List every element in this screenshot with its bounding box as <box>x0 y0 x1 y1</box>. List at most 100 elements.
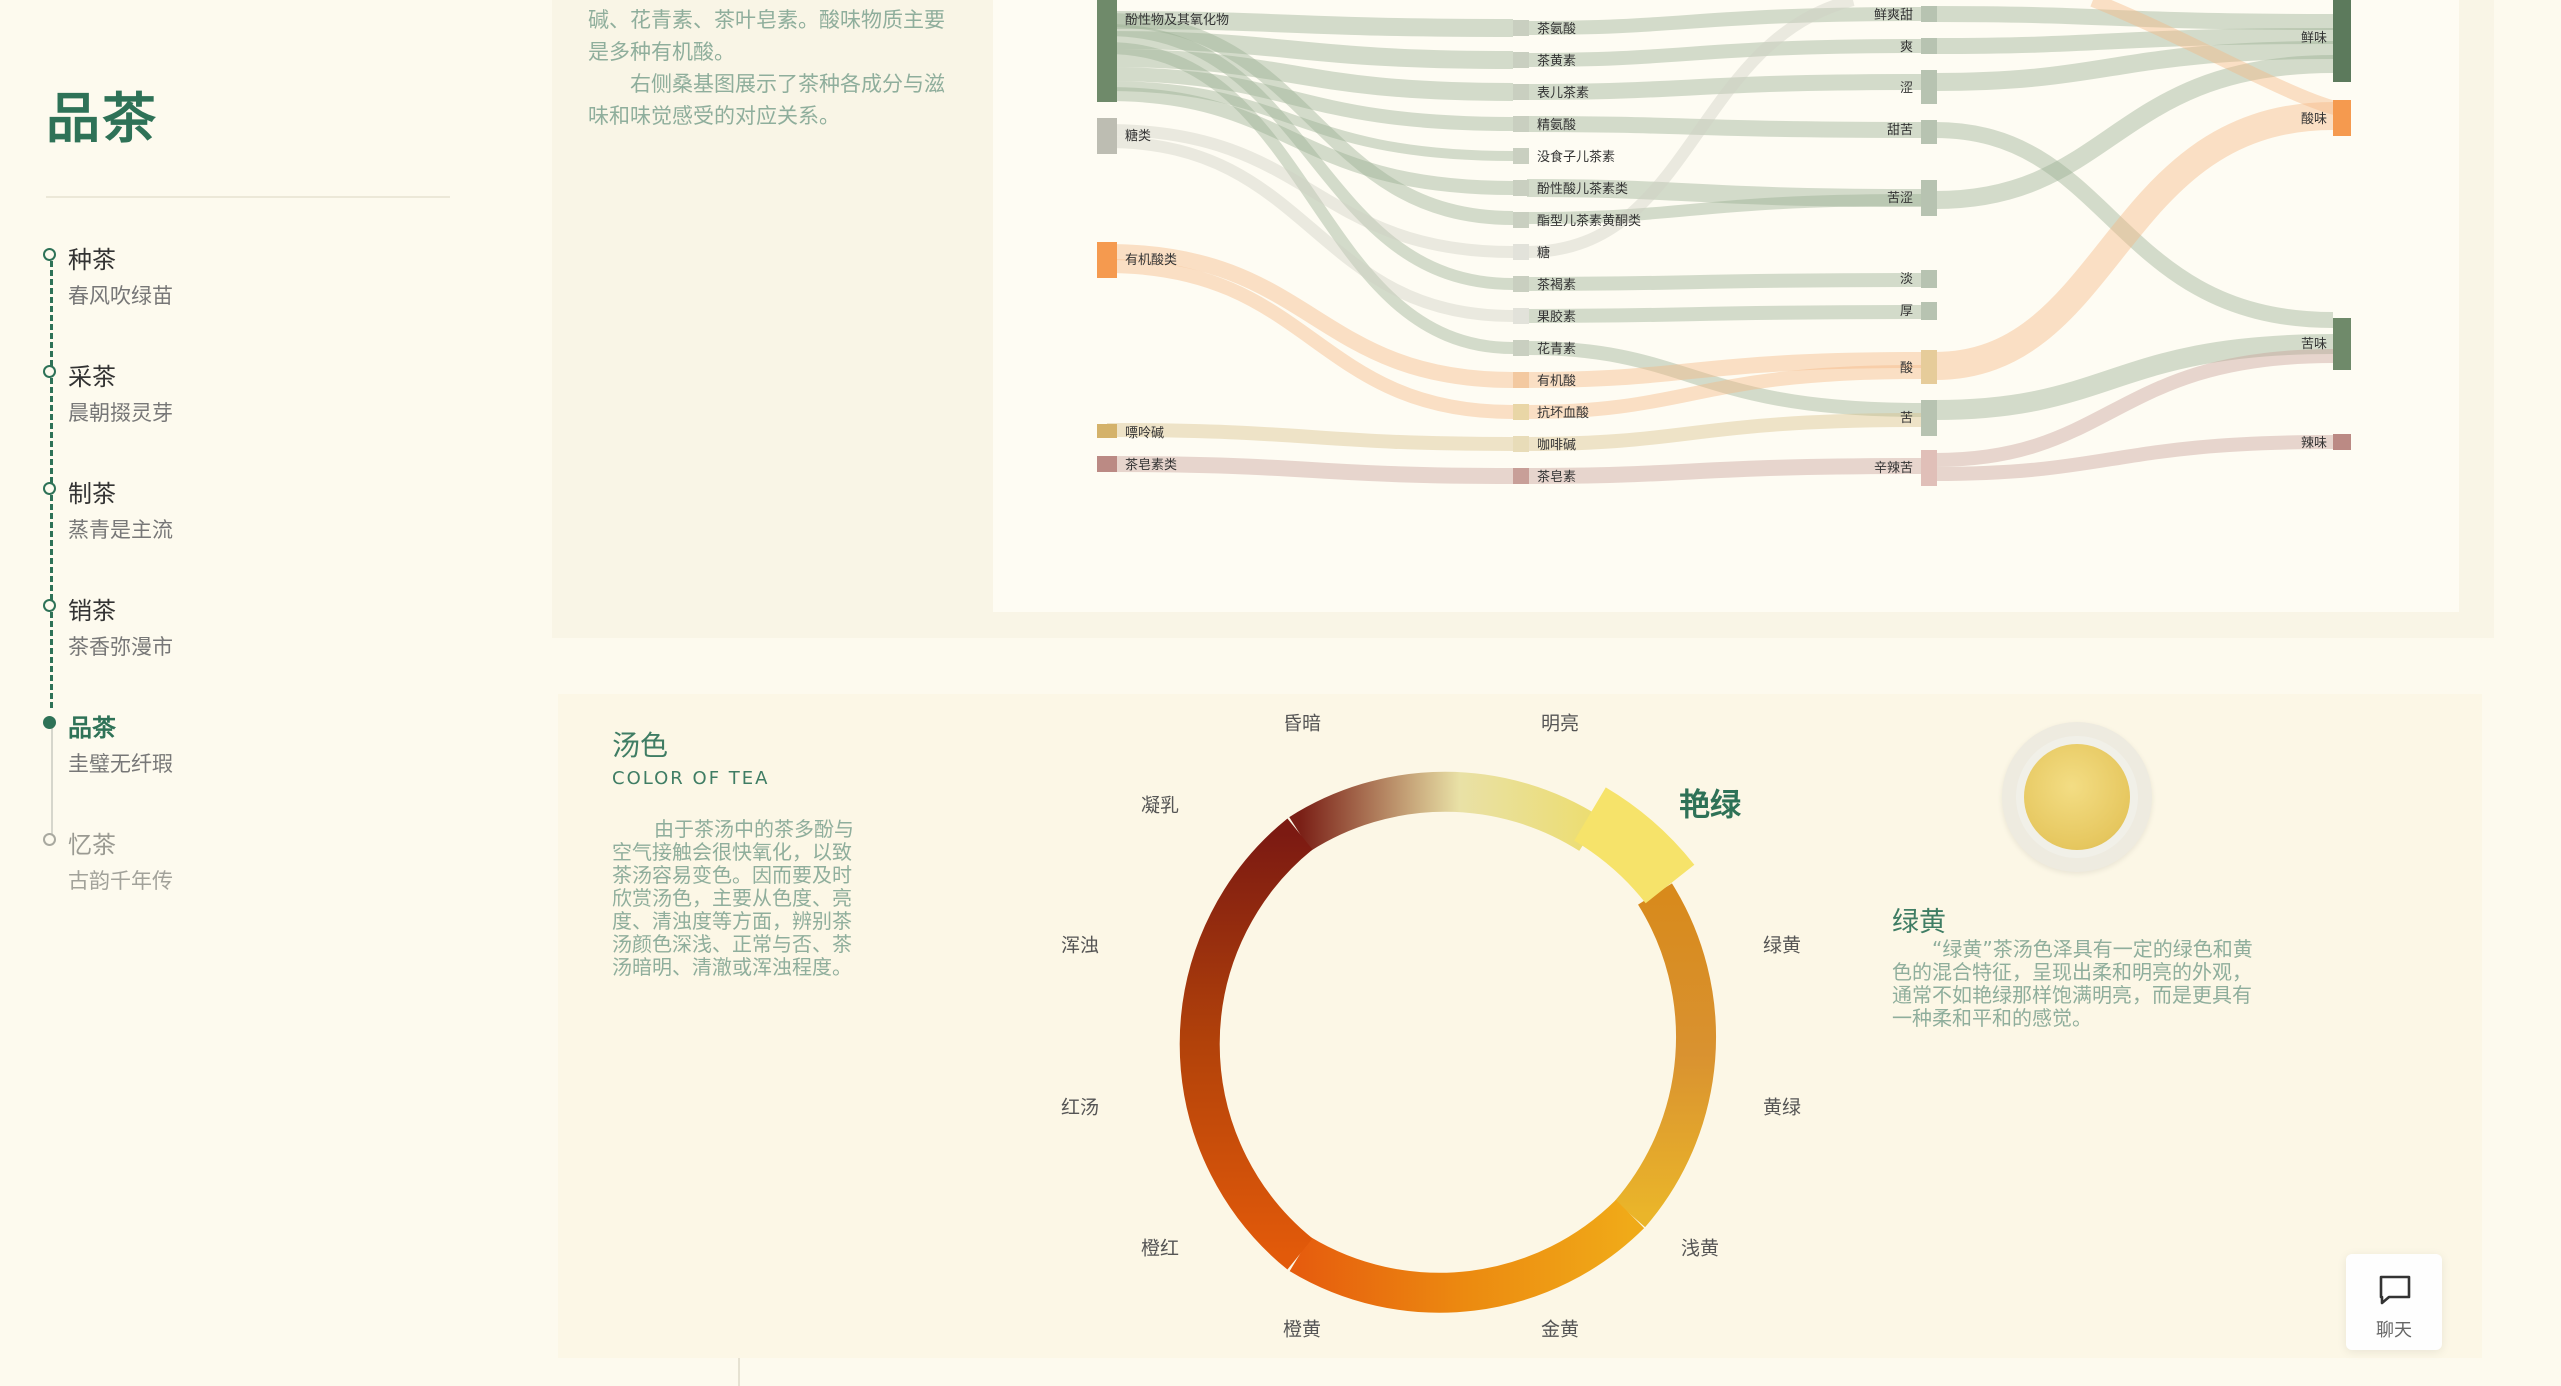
sankey-node <box>1513 276 1529 292</box>
nav-item-subtitle: 茶香弥漫市 <box>68 635 173 659</box>
sankey-label: 酸 <box>1900 361 1913 376</box>
wheel-label[interactable]: 明亮 <box>1540 712 1580 735</box>
divider <box>738 1358 740 1386</box>
sankey-label: 没食子儿茶素 <box>1537 149 1615 165</box>
chat-button[interactable]: 聊天 <box>2346 1254 2442 1350</box>
wheel-label[interactable]: 浑浊 <box>1060 934 1100 957</box>
sankey-label: 酯型儿茶素黄酮类 <box>1537 213 1641 229</box>
color-detail-title: 绿黄 <box>1892 907 1946 938</box>
sankey-nodes <box>1097 0 2351 486</box>
sankey-link <box>1526 273 1922 291</box>
wheel-label[interactable]: 金黄 <box>1540 1318 1580 1341</box>
sankey-label: 酚性物及其氧化物 <box>1125 13 1229 28</box>
sankey-node <box>1921 120 1937 144</box>
wheel-segment-right <box>1614 883 1716 1228</box>
wheel-segment-selected <box>1573 787 1695 904</box>
sankey-node <box>1513 148 1529 164</box>
sankey-node <box>1513 20 1529 36</box>
wheel-label[interactable]: 黄绿 <box>1762 1096 1802 1119</box>
sankey-link <box>1526 341 1922 417</box>
sankey-label: 表儿茶素 <box>1537 85 1589 101</box>
sankey-link <box>1106 124 1514 258</box>
sankey-link <box>1934 122 2334 328</box>
sidebar: 品茶 种茶 春风吹绿苗 采茶 晨朝掇灵芽 制茶 蒸青是主流 销茶 茶香弥漫市 品… <box>0 0 520 1386</box>
sankey-link <box>1106 81 1514 161</box>
sankey-node <box>1513 52 1529 68</box>
sankey-label: 嘌呤碱 <box>1125 425 1164 441</box>
sankey-label: 咖啡碱 <box>1537 438 1576 453</box>
wheel-label[interactable]: 凝乳 <box>1140 794 1180 817</box>
sankey-link <box>1106 423 1514 451</box>
sankey-node <box>1513 404 1529 420</box>
sankey-label: 酸味 <box>2301 112 2327 127</box>
sankey-label: 辛辣苦 <box>1874 460 1913 476</box>
sankey-node <box>1513 116 1529 132</box>
sankey-node <box>1921 38 1937 54</box>
nav-item-title: 采茶 <box>68 363 116 391</box>
sankey-node <box>1097 0 1117 102</box>
sankey-node <box>1513 84 1529 100</box>
chat-label: 聊天 <box>2376 1320 2412 1341</box>
sankey-node <box>1513 212 1529 228</box>
chat-bubble-icon <box>2379 1275 2411 1305</box>
sankey-label: 爽 <box>1900 40 1913 55</box>
wheel-label[interactable]: 红汤 <box>1060 1096 1100 1119</box>
wheel-segment-top <box>1289 771 1601 851</box>
sankey-label: 糖类 <box>1125 128 1151 144</box>
sankey-container <box>993 0 2459 612</box>
sankey-link <box>1106 456 1514 484</box>
composition-paragraph: 右侧桑基图展示了茶种各成分与滋味和味觉感受的对应关系。 <box>588 72 945 128</box>
sankey-node <box>1921 70 1937 104</box>
sankey-label: 鲜爽甜 <box>1874 7 1913 23</box>
wheel-segments <box>1179 771 1716 1313</box>
sankey-label: 苦 <box>1900 410 1913 426</box>
wheel-label[interactable]: 绿黄 <box>1762 934 1802 957</box>
nav-item-subtitle: 圭璧无纤瑕 <box>68 752 173 776</box>
sankey-label: 有机酸类 <box>1125 253 1177 268</box>
section-title: 汤色 <box>612 729 669 762</box>
sankey-node <box>1921 450 1937 486</box>
sankey-label: 茶氨酸 <box>1537 21 1576 37</box>
timeline-dot <box>43 248 56 261</box>
wheel-label[interactable]: 浅黄 <box>1680 1237 1720 1260</box>
sankey-node <box>1513 436 1529 452</box>
sankey-node <box>1513 372 1529 388</box>
wheel-label-selected[interactable]: 艳绿 <box>1679 787 1741 824</box>
composition-description: 碱、花青素、茶叶皂素。酸味物质主要是多种有机酸。 右侧桑基图展示了茶种各成分与滋… <box>588 4 960 132</box>
tea-liquid <box>2024 744 2130 850</box>
sankey-node <box>2333 434 2351 450</box>
sankey-label: 花青素 <box>1537 341 1576 357</box>
sankey-link <box>1934 41 2334 91</box>
sankey-node <box>1513 340 1529 356</box>
sankey-link <box>1106 42 1514 354</box>
wheel-label[interactable]: 橙红 <box>1140 1237 1180 1260</box>
sankey-link <box>1526 352 1922 388</box>
tea-color-wheel[interactable] <box>1000 694 1860 1358</box>
wheel-label[interactable]: 橙黄 <box>1282 1318 1322 1341</box>
sankey-label: 有机酸 <box>1537 374 1576 389</box>
nav-item-subtitle: 春风吹绿苗 <box>68 284 173 308</box>
sankey-link <box>1526 194 1922 224</box>
sankey-label: 辣味 <box>2301 436 2327 451</box>
sankey-link <box>1934 28 2334 54</box>
sankey-node <box>1097 456 1117 472</box>
sankey-node <box>1513 468 1529 484</box>
timeline-dot <box>43 833 56 846</box>
sankey-link <box>1526 116 1922 138</box>
sankey-labels: 酚性物及其氧化物 糖类 有机酸类 嘌呤碱 茶皂素类 茶氨酸 茶黄素 表儿茶素 精… <box>1125 7 2327 485</box>
sankey-chart[interactable]: 酚性物及其氧化物 糖类 有机酸类 嘌呤碱 茶皂素类 茶氨酸 茶黄素 表儿茶素 精… <box>993 0 2459 612</box>
sankey-node <box>1097 118 1117 154</box>
sankey-links <box>1106 0 2345 484</box>
sankey-label: 厚 <box>1900 304 1913 319</box>
sankey-node <box>2333 100 2351 136</box>
sankey-node <box>2333 0 2351 82</box>
wheel-label[interactable]: 昏暗 <box>1282 712 1322 735</box>
sankey-link <box>1106 136 1514 322</box>
sankey-node <box>1513 244 1529 260</box>
sankey-node <box>1921 302 1937 320</box>
nav-item-subtitle: 蒸青是主流 <box>68 518 173 542</box>
sankey-node <box>1921 400 1937 436</box>
sankey-link <box>1934 435 2334 481</box>
sankey-label: 涩 <box>1900 81 1913 96</box>
timeline-dot-active <box>43 716 56 729</box>
